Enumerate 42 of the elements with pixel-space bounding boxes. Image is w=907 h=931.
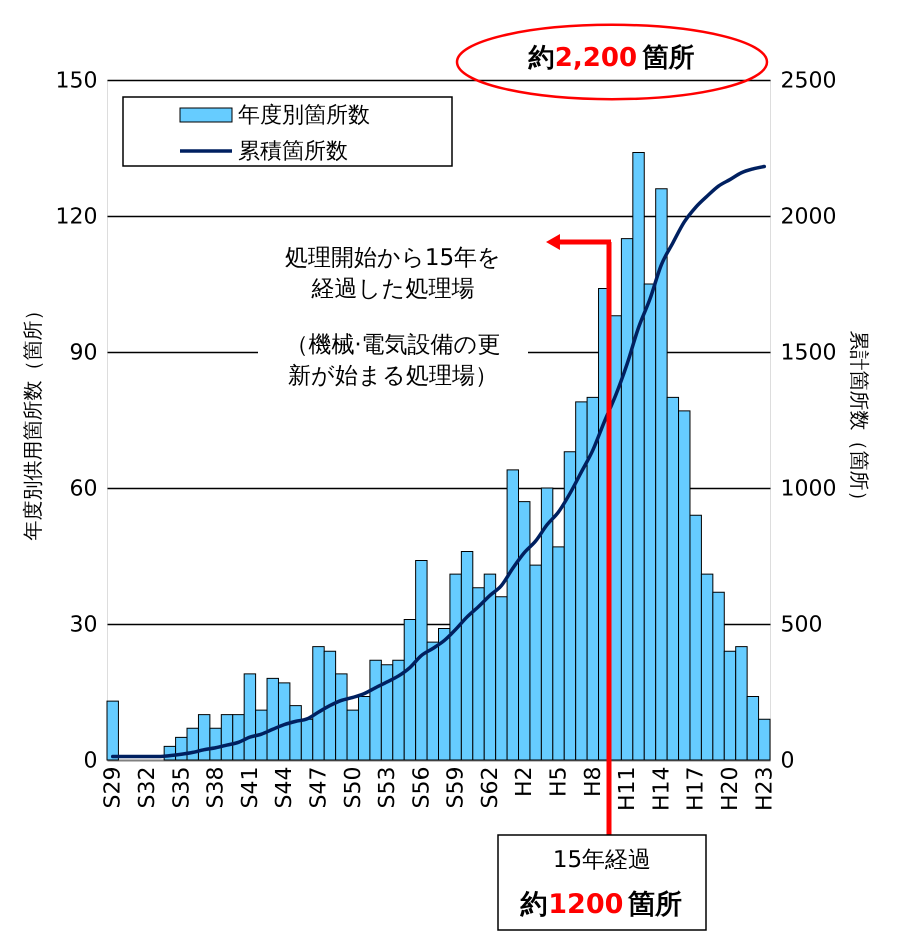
line-series [110,164,766,758]
y-axis-title: 年度別供用箇所数（箇所） [20,300,45,540]
x-tick-label: S62 [478,766,503,808]
x-tick-label: H20 [718,766,743,812]
x-tick-label: S50 [340,766,366,808]
x-tick-label: H11 [615,766,640,812]
y2-axis-title: 累計箇所数（箇所） [847,330,872,510]
y2-tick-label: 2500 [780,68,836,94]
x-tick-label: S41 [238,766,263,808]
y2-tick-label: 0 [780,748,794,774]
x-tick-label: S29 [100,766,126,808]
x-tick-label: H14 [649,766,674,812]
y2-tick-label: 1000 [780,476,836,502]
x-tick-label: H17 [684,766,709,812]
legend-label: 累積箇所数 [238,139,348,164]
y-tick-label: 90 [70,340,98,366]
x-tick-label: S44 [272,766,298,808]
y-tick-label: 150 [56,68,98,94]
x-tick-label: S32 [135,766,160,808]
x-tick-label: S56 [409,766,434,808]
text: 約2,200箇所 [527,43,695,73]
x-tick-label: H8 [580,766,606,798]
x-tick-label: H5 [546,766,572,798]
y-tick-label: 120 [56,204,98,230]
text: 約1200箇所 [520,889,682,920]
y2-tick-label: 500 [780,612,822,638]
annotation: （機械·電気設備の更新が始まる処理場） [285,332,501,390]
y-tick-label: 0 [84,748,98,774]
y-tick-label: 60 [70,476,98,502]
x-tick-label: S35 [169,766,194,808]
x-tick-label: S59 [444,766,469,808]
legend-label: 年度別箇所数 [238,103,370,128]
y2-tick-label: 2000 [780,204,836,230]
y-tick-label: 30 [70,612,98,638]
text: 15年経過 [552,847,652,873]
x-tick-label: S47 [306,766,332,808]
y2-tick-label: 1500 [780,340,836,366]
x-tick-label: S53 [375,766,400,808]
x-tick-label: S38 [204,766,229,808]
annotation: 処理開始から15年を経過した処理場 [284,245,502,302]
x-tick-label: H23 [752,766,778,812]
x-tick-label: H2 [512,766,538,798]
